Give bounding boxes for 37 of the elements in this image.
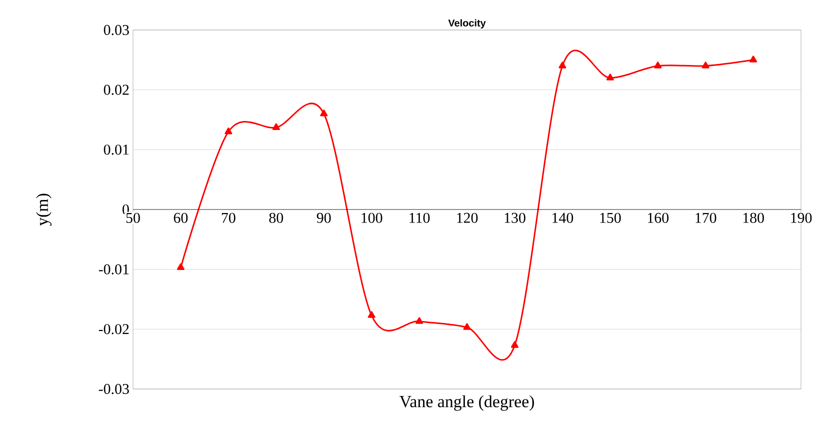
- x-tick-label: 160: [648, 212, 669, 223]
- point: [176, 263, 184, 270]
- x-tick-label: 190: [791, 212, 812, 223]
- y-tick-label: 0.02: [104, 84, 129, 95]
- point: [320, 110, 328, 116]
- x-tick-label: 100: [362, 212, 382, 223]
- point: [654, 62, 662, 68]
- point: [750, 56, 758, 62]
- x-tick-label: 180: [743, 212, 764, 223]
- x-tick-label: 130: [504, 212, 526, 223]
- point: [558, 62, 566, 68]
- point: [272, 123, 280, 130]
- y-axis-title: y(m): [36, 194, 52, 226]
- x-tick-label: 110: [410, 212, 430, 223]
- y-tick-label: -0.01: [98, 264, 129, 274]
- point: [224, 127, 232, 134]
- point: [463, 323, 471, 330]
- x-tick-label: 140: [552, 212, 574, 223]
- point: [416, 317, 424, 324]
- x-axis-title: Vane angle (degree): [399, 395, 534, 411]
- y-tick-label: 0.01: [104, 144, 129, 155]
- point: [368, 311, 376, 318]
- y-tick-label: -0.02: [98, 324, 129, 334]
- point: [510, 341, 518, 348]
- x-tick-label: 80: [269, 212, 284, 223]
- point: [702, 62, 710, 68]
- x-tick-label: 90: [316, 212, 331, 223]
- x-tick-label: 170: [696, 212, 716, 223]
- x-tick-label: 70: [222, 212, 236, 223]
- y-tick-label: -0.03: [98, 384, 129, 394]
- point: [606, 74, 614, 80]
- x-tick-label: 50: [126, 212, 140, 223]
- x-tick-label: 150: [600, 212, 621, 223]
- y-tick-label: 0.03: [104, 24, 129, 36]
- chart-title: Velocity: [448, 19, 486, 28]
- x-tick-label: 60: [174, 212, 188, 223]
- x-tick-label: 120: [457, 212, 478, 223]
